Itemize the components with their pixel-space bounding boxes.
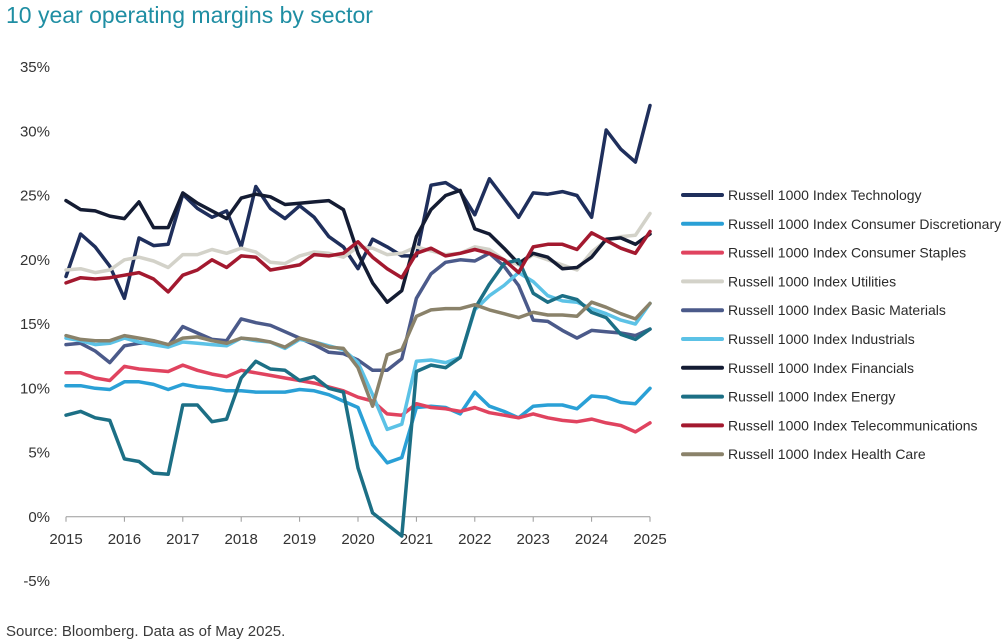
series-line-basic-materials: [64, 251, 652, 373]
legend-label-telecommunications: Russell 1000 Index Telecommunications: [728, 417, 978, 433]
x-tick-label: 2025: [633, 531, 666, 548]
legend-label-industrials: Russell 1000 Index Industrials: [728, 331, 915, 347]
x-tick-label: 2017: [166, 531, 199, 548]
x-tick-label: 2019: [283, 531, 316, 548]
series-line-consumer-staples: [64, 363, 652, 434]
series-line-telecommunications: [64, 229, 652, 294]
legend-label-technology: Russell 1000 Index Technology: [728, 187, 922, 203]
chart-title: 10 year operating margins by sector: [6, 2, 373, 28]
legend-label-health-care: Russell 1000 Index Health Care: [728, 446, 926, 462]
y-tick-label: 30%: [20, 123, 50, 140]
legend-label-consumer-staples: Russell 1000 Index Consumer Staples: [728, 245, 966, 261]
x-tick-label: 2021: [400, 531, 433, 548]
legend-label-financials: Russell 1000 Index Financials: [728, 360, 914, 376]
x-tick-label: 2016: [108, 531, 141, 548]
y-tick-label: 35%: [20, 59, 50, 76]
y-tick-label: 5%: [28, 445, 50, 462]
x-tick-label: 2018: [225, 531, 258, 548]
series-line-industrials: [64, 270, 652, 432]
chart-legend: Russell 1000 Index Technology Russell 100…: [681, 187, 1001, 462]
series-line-consumer-discretionary: [64, 380, 652, 465]
chart-series: [64, 103, 652, 538]
legend-label-utilities: Russell 1000 Index Utilities: [728, 273, 896, 289]
y-tick-label: 25%: [20, 188, 50, 205]
source-note: Source: Bloomberg. Data as of May 2025.: [6, 623, 286, 640]
y-tick-label: 15%: [20, 316, 50, 333]
y-tick-label: 20%: [20, 252, 50, 269]
x-tick-label: 2020: [341, 531, 374, 548]
legend-label-basic-materials: Russell 1000 Index Basic Materials: [728, 302, 946, 318]
x-tick-label: 2023: [517, 531, 550, 548]
y-tick-label: 0%: [28, 509, 50, 526]
x-tick-label: 2022: [458, 531, 491, 548]
series-line-financials: [64, 188, 652, 304]
x-tick-label: 2024: [575, 531, 608, 548]
y-tick-label: -5%: [23, 573, 50, 590]
legend-label-consumer-discretionary: Russell 1000 Index Consumer Discretionar…: [728, 216, 1001, 232]
x-tick-label: 2015: [49, 531, 82, 548]
legend-label-energy: Russell 1000 Index Energy: [728, 389, 895, 405]
y-tick-label: 10%: [20, 380, 50, 397]
chart-axes: 35% 30% 25% 20% 15% 10% 5% 0% -5% 2015 2016 2017 201…: [20, 59, 667, 590]
series-line-technology: [64, 103, 652, 301]
series-line-health-care: [64, 300, 652, 408]
series-line-energy: [64, 258, 652, 538]
